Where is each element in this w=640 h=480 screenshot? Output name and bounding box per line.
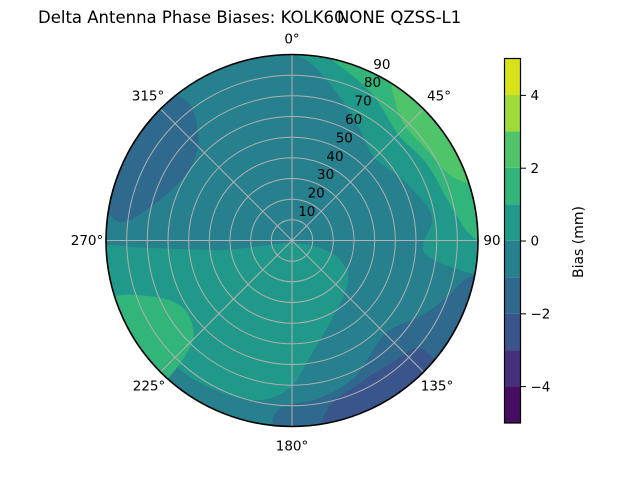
radial-tick-labels: 10 20 30 40 50 60 70 80 90 [298, 57, 390, 220]
colorbar-tick-labels: 4 2 0 −2 −4 [531, 88, 551, 395]
colorbar-band-3to4 [504, 94, 521, 132]
colorbar-axis-label: Bias (mm) [571, 206, 587, 278]
colorbar-band-m1to0 [504, 240, 521, 278]
colorbar-band-1to2 [504, 167, 521, 205]
radial-tick-30: 30 [317, 167, 334, 183]
contour-band-2to3-northeast [391, 80, 478, 184]
radial-tick-70: 70 [355, 94, 372, 110]
theta-label-90: 90 [483, 233, 500, 249]
colorbar-bands [504, 58, 521, 423]
radial-tick-50: 50 [336, 131, 353, 147]
radial-tick-60: 60 [345, 112, 362, 128]
colorbar-band-m5tom4 [504, 386, 521, 423]
colorbar-tick-label-4: 4 [531, 88, 540, 104]
contour-band-1to2-southwest [109, 294, 194, 386]
radial-tick-80: 80 [364, 75, 381, 91]
colorbar: 4 2 0 −2 −4 Bias (mm) [503, 57, 587, 424]
contour-band-0to1-southwest [106, 242, 349, 401]
colorbar-band-2to3 [504, 131, 521, 168]
colorbar-band-m3tom2 [504, 313, 521, 351]
colorbar-tick-label-2: 2 [531, 161, 540, 177]
theta-label-315: 315° [132, 89, 165, 105]
radial-tick-40: 40 [326, 149, 343, 165]
theta-tick-labels: 0° 45° 90 135° 180° 225° 270° 315° [71, 32, 501, 455]
colorbar-ticks [520, 94, 526, 388]
radial-tick-20: 20 [308, 186, 325, 202]
contour-band-1to2-northeast [316, 54, 478, 247]
contour-band-minus2to1-southeast [272, 267, 478, 427]
contour-band-minus3to2-southeast [320, 347, 443, 427]
colorbar-tick-label-m4: −4 [531, 379, 551, 395]
colorbar-band-m2tom1 [504, 277, 521, 314]
colorbar-tick-label-0: 0 [531, 234, 540, 250]
theta-label-135: 135° [421, 379, 454, 395]
radial-tick-10: 10 [298, 204, 315, 220]
polar-outer-edge [105, 53, 479, 428]
theta-label-180: 180° [276, 439, 309, 455]
theta-label-270: 270° [71, 233, 104, 249]
theta-label-0: 0° [284, 32, 299, 48]
colorbar-band-0to1 [504, 204, 521, 241]
colorbar-band-4to5 [504, 58, 521, 95]
grid-spoke-135-315 [160, 108, 424, 373]
polar-grid-spokes [106, 54, 478, 427]
colorbar-tick-label-m2: −2 [531, 307, 551, 323]
theta-label-45: 45° [427, 89, 451, 105]
contour-band-0to1-northeast [264, 54, 478, 278]
plot-title-left: Delta Antenna Phase Biases: KOLK60 [38, 8, 345, 27]
theta-label-225: 225° [133, 379, 166, 395]
radial-tick-90: 90 [373, 57, 390, 73]
contour-field [106, 54, 478, 427]
plot-title-right: NONE QZSS-L1 [337, 8, 461, 27]
colorbar-band-m4tom3 [504, 350, 521, 387]
